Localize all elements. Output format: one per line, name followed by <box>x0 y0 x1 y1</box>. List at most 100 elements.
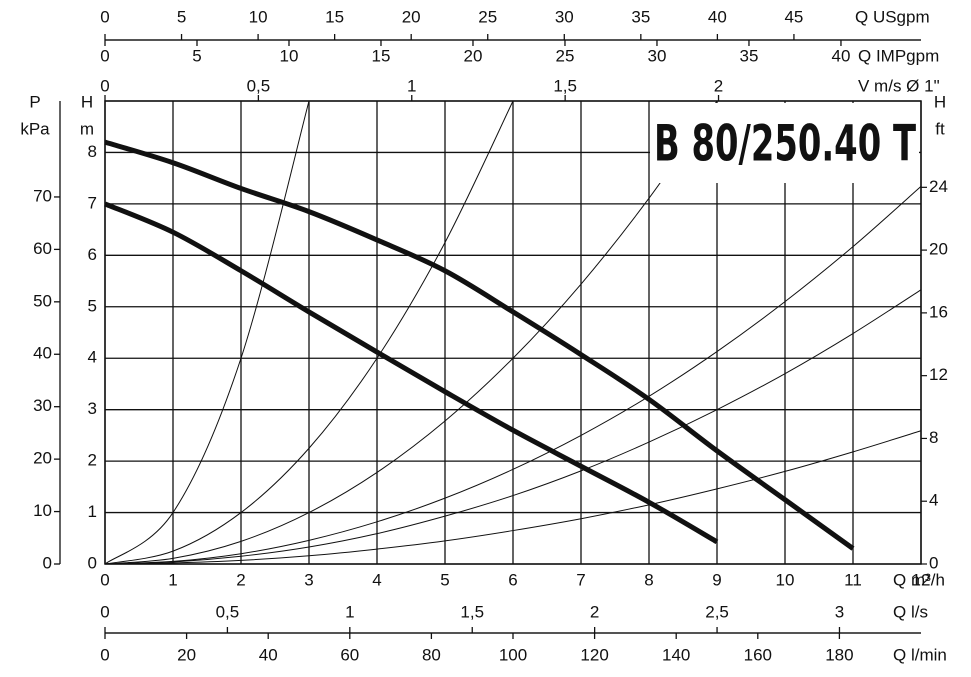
axis-tick-label: 35 <box>631 7 650 26</box>
axis-tick-label: 180 <box>825 645 853 664</box>
axis-tick-label: 60 <box>33 239 52 258</box>
axis-tick-label: 5 <box>192 46 201 65</box>
axis-tick-label: 10 <box>33 501 52 520</box>
y2-tick-label: 16 <box>929 302 948 321</box>
axis-label: V m/s Ø 1" <box>858 76 940 95</box>
axis-tick-label: 30 <box>555 7 574 26</box>
axis-tick-label: 0 <box>100 602 109 621</box>
axis-tick-label: 40 <box>259 645 278 664</box>
axis-tick-label: 0 <box>100 645 109 664</box>
y2-tick-label: 4 <box>929 491 938 510</box>
axis-tick-label: 1,5 <box>553 76 577 95</box>
axis-tick-label: 0 <box>43 553 52 572</box>
y-axis-unit: m <box>80 119 94 138</box>
y-axis-label: H <box>81 92 93 111</box>
axis-tick-label: 1,5 <box>460 602 484 621</box>
x-tick-label: 3 <box>304 570 313 589</box>
x-tick-label: 8 <box>644 570 653 589</box>
axis-tick-label: 15 <box>372 46 391 65</box>
y2-axis-label: H <box>934 92 946 111</box>
y2-tick-label: 8 <box>929 428 938 447</box>
axis-tick-label: 45 <box>784 7 803 26</box>
axis-unit: kPa <box>20 119 50 138</box>
axis-tick-label: 25 <box>478 7 497 26</box>
x-tick-label: 9 <box>712 570 721 589</box>
y-tick-label: 7 <box>88 193 97 212</box>
curve <box>104 100 718 565</box>
axis-tick-label: 20 <box>177 645 196 664</box>
x-tick-label: 5 <box>440 570 449 589</box>
y2-axis-unit: ft <box>935 119 945 138</box>
axis-tick-label: 40 <box>832 46 851 65</box>
chart-title: B 80/250.40 T <box>654 115 916 173</box>
x-axis-label: Q m³/h <box>893 570 945 589</box>
axis-tick-label: 30 <box>648 46 667 65</box>
axis-tick-label: 70 <box>33 186 52 205</box>
x-tick-label: 1 <box>168 570 177 589</box>
axis-tick-label: 0 <box>100 76 109 95</box>
axis-tick-label: 30 <box>33 396 52 415</box>
x-tick-label: 4 <box>372 570 381 589</box>
y2-tick-label: 24 <box>929 177 948 196</box>
axis-tick-label: 3 <box>835 602 844 621</box>
axis-tick-label: 40 <box>33 344 52 363</box>
axis-tick-label: 0,5 <box>247 76 271 95</box>
axis-label: Q USgpm <box>855 7 930 26</box>
curve <box>104 186 922 565</box>
y2-tick-label: 0 <box>929 553 938 572</box>
axis-label: P <box>29 92 40 111</box>
y-tick-label: 5 <box>88 296 97 315</box>
axis-tick-label: 160 <box>744 645 772 664</box>
y2-tick-label: 12 <box>929 365 948 384</box>
axis-tick-label: 2 <box>590 602 599 621</box>
axis-tick-label: 80 <box>422 645 441 664</box>
plot-frame <box>104 100 922 565</box>
axis-tick-label: 40 <box>708 7 727 26</box>
x-tick-label: 12 <box>912 570 931 589</box>
axis-tick-label: 20 <box>33 449 52 468</box>
title-box <box>650 103 919 183</box>
x-tick-label: 7 <box>576 570 585 589</box>
axis-tick-label: 10 <box>249 7 268 26</box>
x-tick-label: 0 <box>100 570 109 589</box>
y-tick-label: 8 <box>88 142 97 161</box>
axis-tick-label: 20 <box>402 7 421 26</box>
axis-tick-label: 1 <box>407 76 416 95</box>
axis-tick-label: 10 <box>280 46 299 65</box>
axis-tick-label: 15 <box>325 7 344 26</box>
y-tick-label: 2 <box>88 451 97 470</box>
axis-tick-label: 5 <box>177 7 186 26</box>
curve <box>104 100 514 565</box>
curve <box>104 139 855 551</box>
axis-tick-label: 140 <box>662 645 690 664</box>
y2-tick-label: 20 <box>929 240 948 259</box>
axis-tick-label: 50 <box>33 291 52 310</box>
y-tick-label: 1 <box>88 502 97 521</box>
x-tick-label: 6 <box>508 570 517 589</box>
y-tick-label: 4 <box>88 348 97 367</box>
axis-tick-label: 20 <box>464 46 483 65</box>
axis-tick-label: 1 <box>345 602 354 621</box>
axis-tick-label: 120 <box>580 645 608 664</box>
axis-tick-label: 2 <box>714 76 723 95</box>
curve <box>104 100 310 565</box>
axis-tick-label: 0 <box>100 46 109 65</box>
curve <box>104 430 922 565</box>
axis-label: Q l/min <box>893 645 947 664</box>
curve <box>104 201 719 545</box>
y-tick-label: 0 <box>88 553 97 572</box>
axis-tick-label: 2,5 <box>705 602 729 621</box>
axis-tick-label: 25 <box>556 46 575 65</box>
x-tick-label: 10 <box>776 570 795 589</box>
axis-tick-label: 0,5 <box>216 602 240 621</box>
y-tick-label: 3 <box>88 399 97 418</box>
axis-label: Q l/s <box>893 602 928 621</box>
x-tick-label: 2 <box>236 570 245 589</box>
axis-tick-label: 35 <box>740 46 759 65</box>
axis-label: Q IMPgpm <box>858 46 939 65</box>
axis-tick-label: 0 <box>100 7 109 26</box>
axis-tick-label: 100 <box>499 645 527 664</box>
y-tick-label: 6 <box>88 245 97 264</box>
curve <box>104 289 922 565</box>
